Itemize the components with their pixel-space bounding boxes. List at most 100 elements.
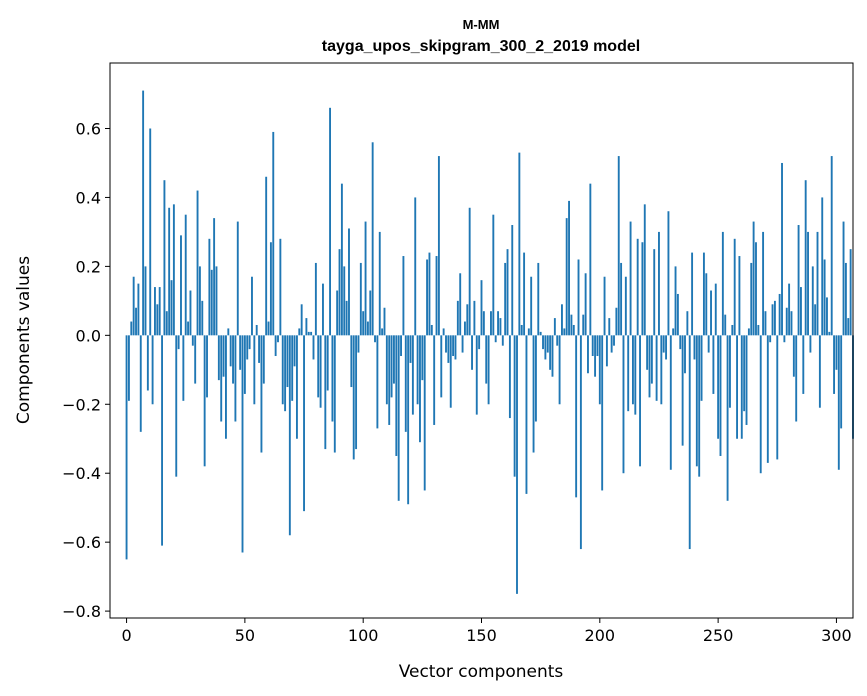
bar-64 xyxy=(277,335,279,343)
bar-84 xyxy=(324,335,327,450)
bar-251 xyxy=(719,335,722,456)
bar-289 xyxy=(809,335,812,353)
bar-246 xyxy=(707,335,710,353)
x-axis-label: Vector components xyxy=(399,662,564,682)
bar-260 xyxy=(740,335,743,439)
bar-21 xyxy=(175,335,178,477)
bar-34 xyxy=(206,335,208,398)
bar-26 xyxy=(187,321,190,336)
y-tick-label: −0.4 xyxy=(62,464,101,483)
bar-206 xyxy=(613,335,615,346)
bar-50 xyxy=(243,335,246,394)
bar-182 xyxy=(556,335,559,346)
bar-17 xyxy=(165,311,168,336)
bar-1 xyxy=(127,335,130,401)
bar-164 xyxy=(513,335,516,477)
bar-183 xyxy=(558,335,561,405)
bar-173 xyxy=(534,335,537,422)
bar-group xyxy=(125,90,854,594)
bar-198 xyxy=(594,335,597,377)
bar-200 xyxy=(598,335,601,405)
bar-121 xyxy=(411,335,414,415)
bar-85 xyxy=(326,335,329,391)
bar-214 xyxy=(631,335,634,405)
bar-297 xyxy=(828,331,831,336)
bar-270 xyxy=(764,311,767,336)
bar-24 xyxy=(182,335,185,401)
bar-271 xyxy=(766,335,769,463)
bar-189 xyxy=(572,324,575,336)
bar-155 xyxy=(492,214,495,336)
bar-258 xyxy=(736,335,738,439)
bar-191 xyxy=(577,259,580,336)
bar-194 xyxy=(584,273,587,336)
bar-305 xyxy=(847,318,850,336)
x-tick-label: 250 xyxy=(703,626,734,645)
bar-150 xyxy=(480,280,483,336)
bar-196 xyxy=(589,183,592,336)
bar-0 xyxy=(125,335,128,560)
bar-233 xyxy=(676,293,679,336)
bar-106 xyxy=(376,335,379,429)
bar-174 xyxy=(537,262,540,336)
bar-186 xyxy=(565,218,568,336)
y-tick-label: −0.8 xyxy=(62,602,101,621)
bar-165 xyxy=(516,335,518,594)
bar-109 xyxy=(383,307,386,336)
bar-178 xyxy=(546,335,549,353)
bar-250 xyxy=(717,335,720,439)
bar-259 xyxy=(738,256,741,336)
bar-55 xyxy=(255,324,258,336)
bar-185 xyxy=(563,328,566,336)
bar-16 xyxy=(163,180,166,336)
bar-262 xyxy=(745,335,748,425)
bar-45 xyxy=(232,335,234,384)
bar-7 xyxy=(142,90,145,336)
bar-126 xyxy=(423,335,426,491)
bar-281 xyxy=(790,311,793,336)
bar-104 xyxy=(371,142,374,336)
bar-30 xyxy=(196,190,199,336)
bar-171 xyxy=(530,276,533,336)
bar-139 xyxy=(454,335,457,360)
bar-169 xyxy=(525,335,528,494)
bar-92 xyxy=(343,266,346,336)
bar-60 xyxy=(267,321,270,336)
bar-22 xyxy=(177,335,180,350)
bar-288 xyxy=(807,231,809,336)
bar-43 xyxy=(227,328,230,336)
bar-159 xyxy=(501,335,504,346)
bar-238 xyxy=(688,335,691,550)
bar-65 xyxy=(279,238,282,336)
bar-52 xyxy=(248,335,251,350)
bar-272 xyxy=(769,335,772,343)
bar-303 xyxy=(842,221,845,336)
bar-4 xyxy=(135,307,137,336)
bar-199 xyxy=(596,335,599,357)
bar-73 xyxy=(298,328,301,336)
bar-88 xyxy=(333,335,336,453)
bar-61 xyxy=(269,242,272,336)
bar-299 xyxy=(833,335,836,394)
bar-156 xyxy=(494,335,497,343)
bar-261 xyxy=(743,335,746,412)
bar-284 xyxy=(797,225,800,336)
bar-249 xyxy=(714,283,717,336)
bar-95 xyxy=(350,335,353,388)
bar-202 xyxy=(603,276,606,336)
bar-98 xyxy=(357,335,360,353)
bar-54 xyxy=(253,335,256,405)
bar-78 xyxy=(310,331,313,336)
bar-115 xyxy=(397,335,400,501)
bar-221 xyxy=(648,335,651,398)
bar-117 xyxy=(402,256,405,336)
bar-57 xyxy=(260,335,263,453)
bar-130 xyxy=(433,335,436,425)
bar-20 xyxy=(172,204,175,336)
bar-296 xyxy=(826,297,828,336)
bar-31 xyxy=(198,266,201,336)
x-axis-ticks: 0 50 100 150 200 250 300 xyxy=(121,618,852,645)
bar-103 xyxy=(369,290,372,336)
bar-91 xyxy=(340,183,343,336)
bar-145 xyxy=(468,207,471,336)
